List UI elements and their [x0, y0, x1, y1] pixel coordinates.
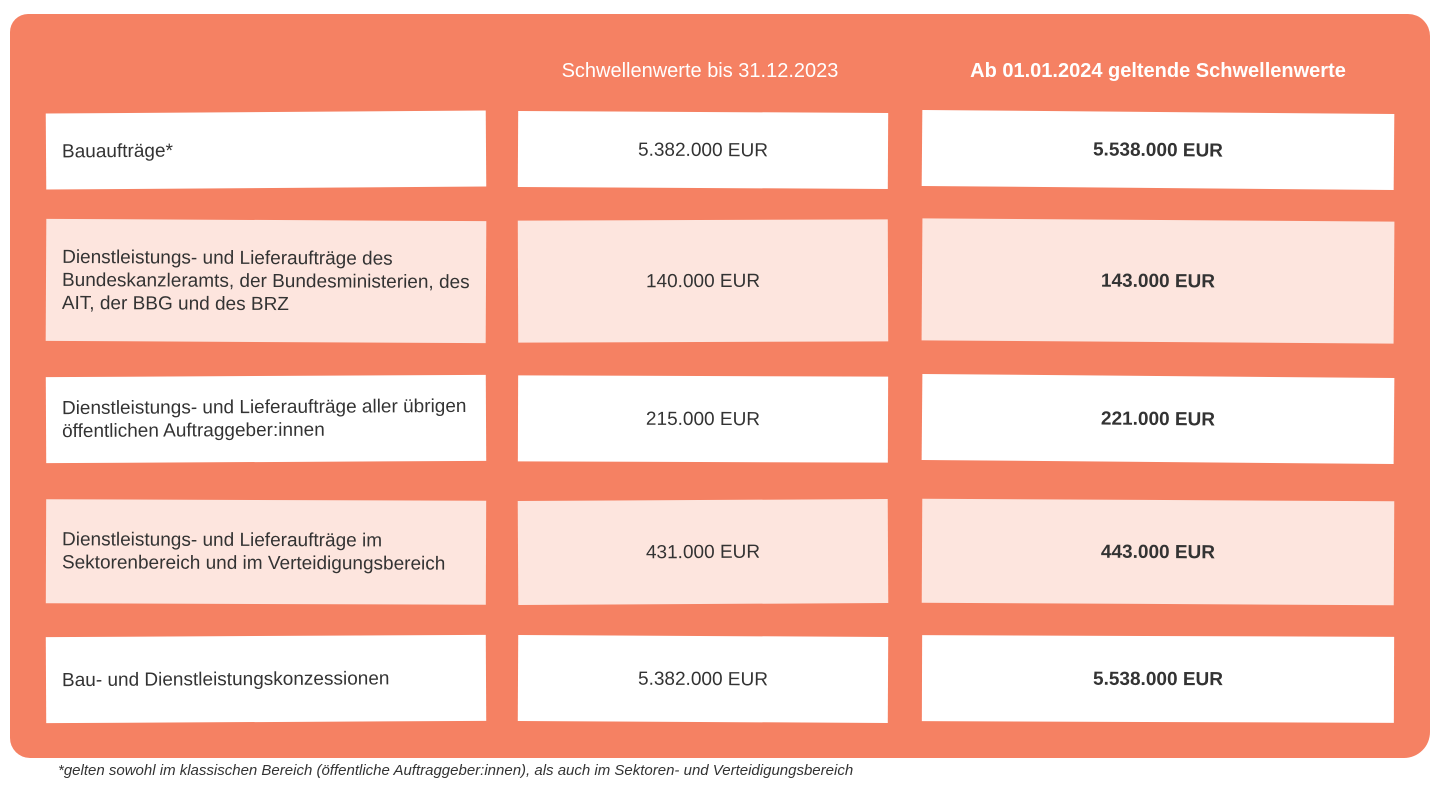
threshold-value: 143.000 EUR	[921, 218, 1395, 344]
threshold-value: 5.382.000 EUR	[517, 111, 889, 189]
row-label: Dienstleistungs- und Lieferaufträge im S…	[45, 499, 487, 605]
row-label: Dienstleistungs- und Lieferaufträge des …	[45, 218, 487, 344]
column-header: Ab 01.01.2024 geltende Schwellenwerte	[970, 60, 1346, 82]
threshold-value: 5.382.000 EUR	[517, 635, 889, 723]
threshold-value: 215.000 EUR	[517, 375, 889, 463]
threshold-value: 140.000 EUR	[517, 219, 889, 343]
footnote: *gelten sowohl im klassischen Bereich (ö…	[58, 762, 854, 779]
threshold-value: 5.538.000 EUR	[921, 635, 1395, 723]
threshold-value: 221.000 EUR	[921, 373, 1395, 465]
column-header: Schwellenwerte bis 31.12.2023	[561, 60, 839, 82]
row-label: Dienstleistungs- und Lieferaufträge alle…	[45, 374, 487, 464]
threshold-value: 5.538.000 EUR	[921, 109, 1395, 191]
threshold-value: 431.000 EUR	[517, 499, 889, 605]
row-label: Bauaufträge*	[45, 110, 487, 190]
row-label: Bau- und Dienstleistungskonzessionen	[45, 634, 487, 724]
threshold-value: 443.000 EUR	[921, 498, 1395, 606]
